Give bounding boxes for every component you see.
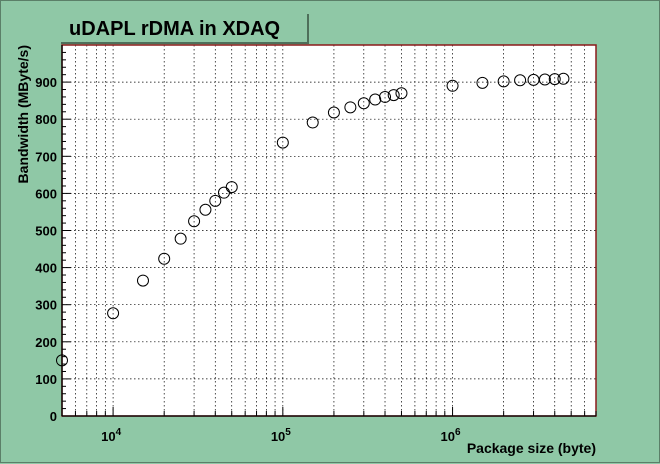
grid-lines (61, 45, 597, 416)
y-tick-label: 800 (35, 112, 57, 127)
axis-ticks: 0 100 200 300 400 500 600 700 800 900 104 105 106 (35, 51, 597, 444)
data-point (538, 73, 551, 86)
data-point (306, 116, 319, 129)
data-point (136, 274, 149, 287)
chart-title: uDAPL rDMA in XDAQ (69, 18, 281, 40)
y-tick-label: 600 (35, 186, 57, 201)
y-tick-label: 500 (35, 224, 57, 239)
x-tick-label: 106 (441, 427, 461, 444)
data-point (387, 89, 400, 102)
data-point (107, 307, 120, 320)
data-point (344, 101, 357, 114)
data-point (188, 215, 201, 228)
y-tick-label: 300 (35, 298, 57, 313)
x-tick-label: 105 (271, 427, 291, 444)
data-point (514, 74, 527, 87)
data-point (548, 73, 561, 86)
data-point (446, 79, 459, 92)
data-point (174, 232, 187, 245)
data-point (225, 181, 238, 194)
data-point (497, 75, 510, 88)
data-point (476, 76, 489, 89)
data-point (357, 97, 370, 110)
data-point (158, 252, 171, 265)
y-axis-label: Bandwidth (MByte/s) (15, 45, 31, 183)
y-tick-label: 200 (35, 335, 57, 350)
data-point (56, 354, 68, 367)
data-point (199, 203, 212, 216)
y-tick-label: 100 (35, 372, 57, 387)
y-tick-label: 700 (35, 149, 57, 164)
y-tick-label: 0 (50, 409, 57, 424)
data-point (395, 87, 408, 100)
data-point (327, 106, 340, 119)
x-tick-label: 104 (101, 427, 121, 444)
y-tick-label: 400 (35, 261, 57, 276)
data-points (56, 72, 570, 367)
data-point (276, 136, 289, 149)
data-point (209, 194, 222, 207)
chart-title-box: uDAPL rDMA in XDAQ (61, 14, 309, 44)
y-tick-label: 900 (35, 75, 57, 90)
data-point (557, 72, 570, 85)
data-point (217, 186, 230, 199)
data-point (379, 90, 392, 103)
x-axis-label: Package size (byte) (467, 440, 596, 456)
